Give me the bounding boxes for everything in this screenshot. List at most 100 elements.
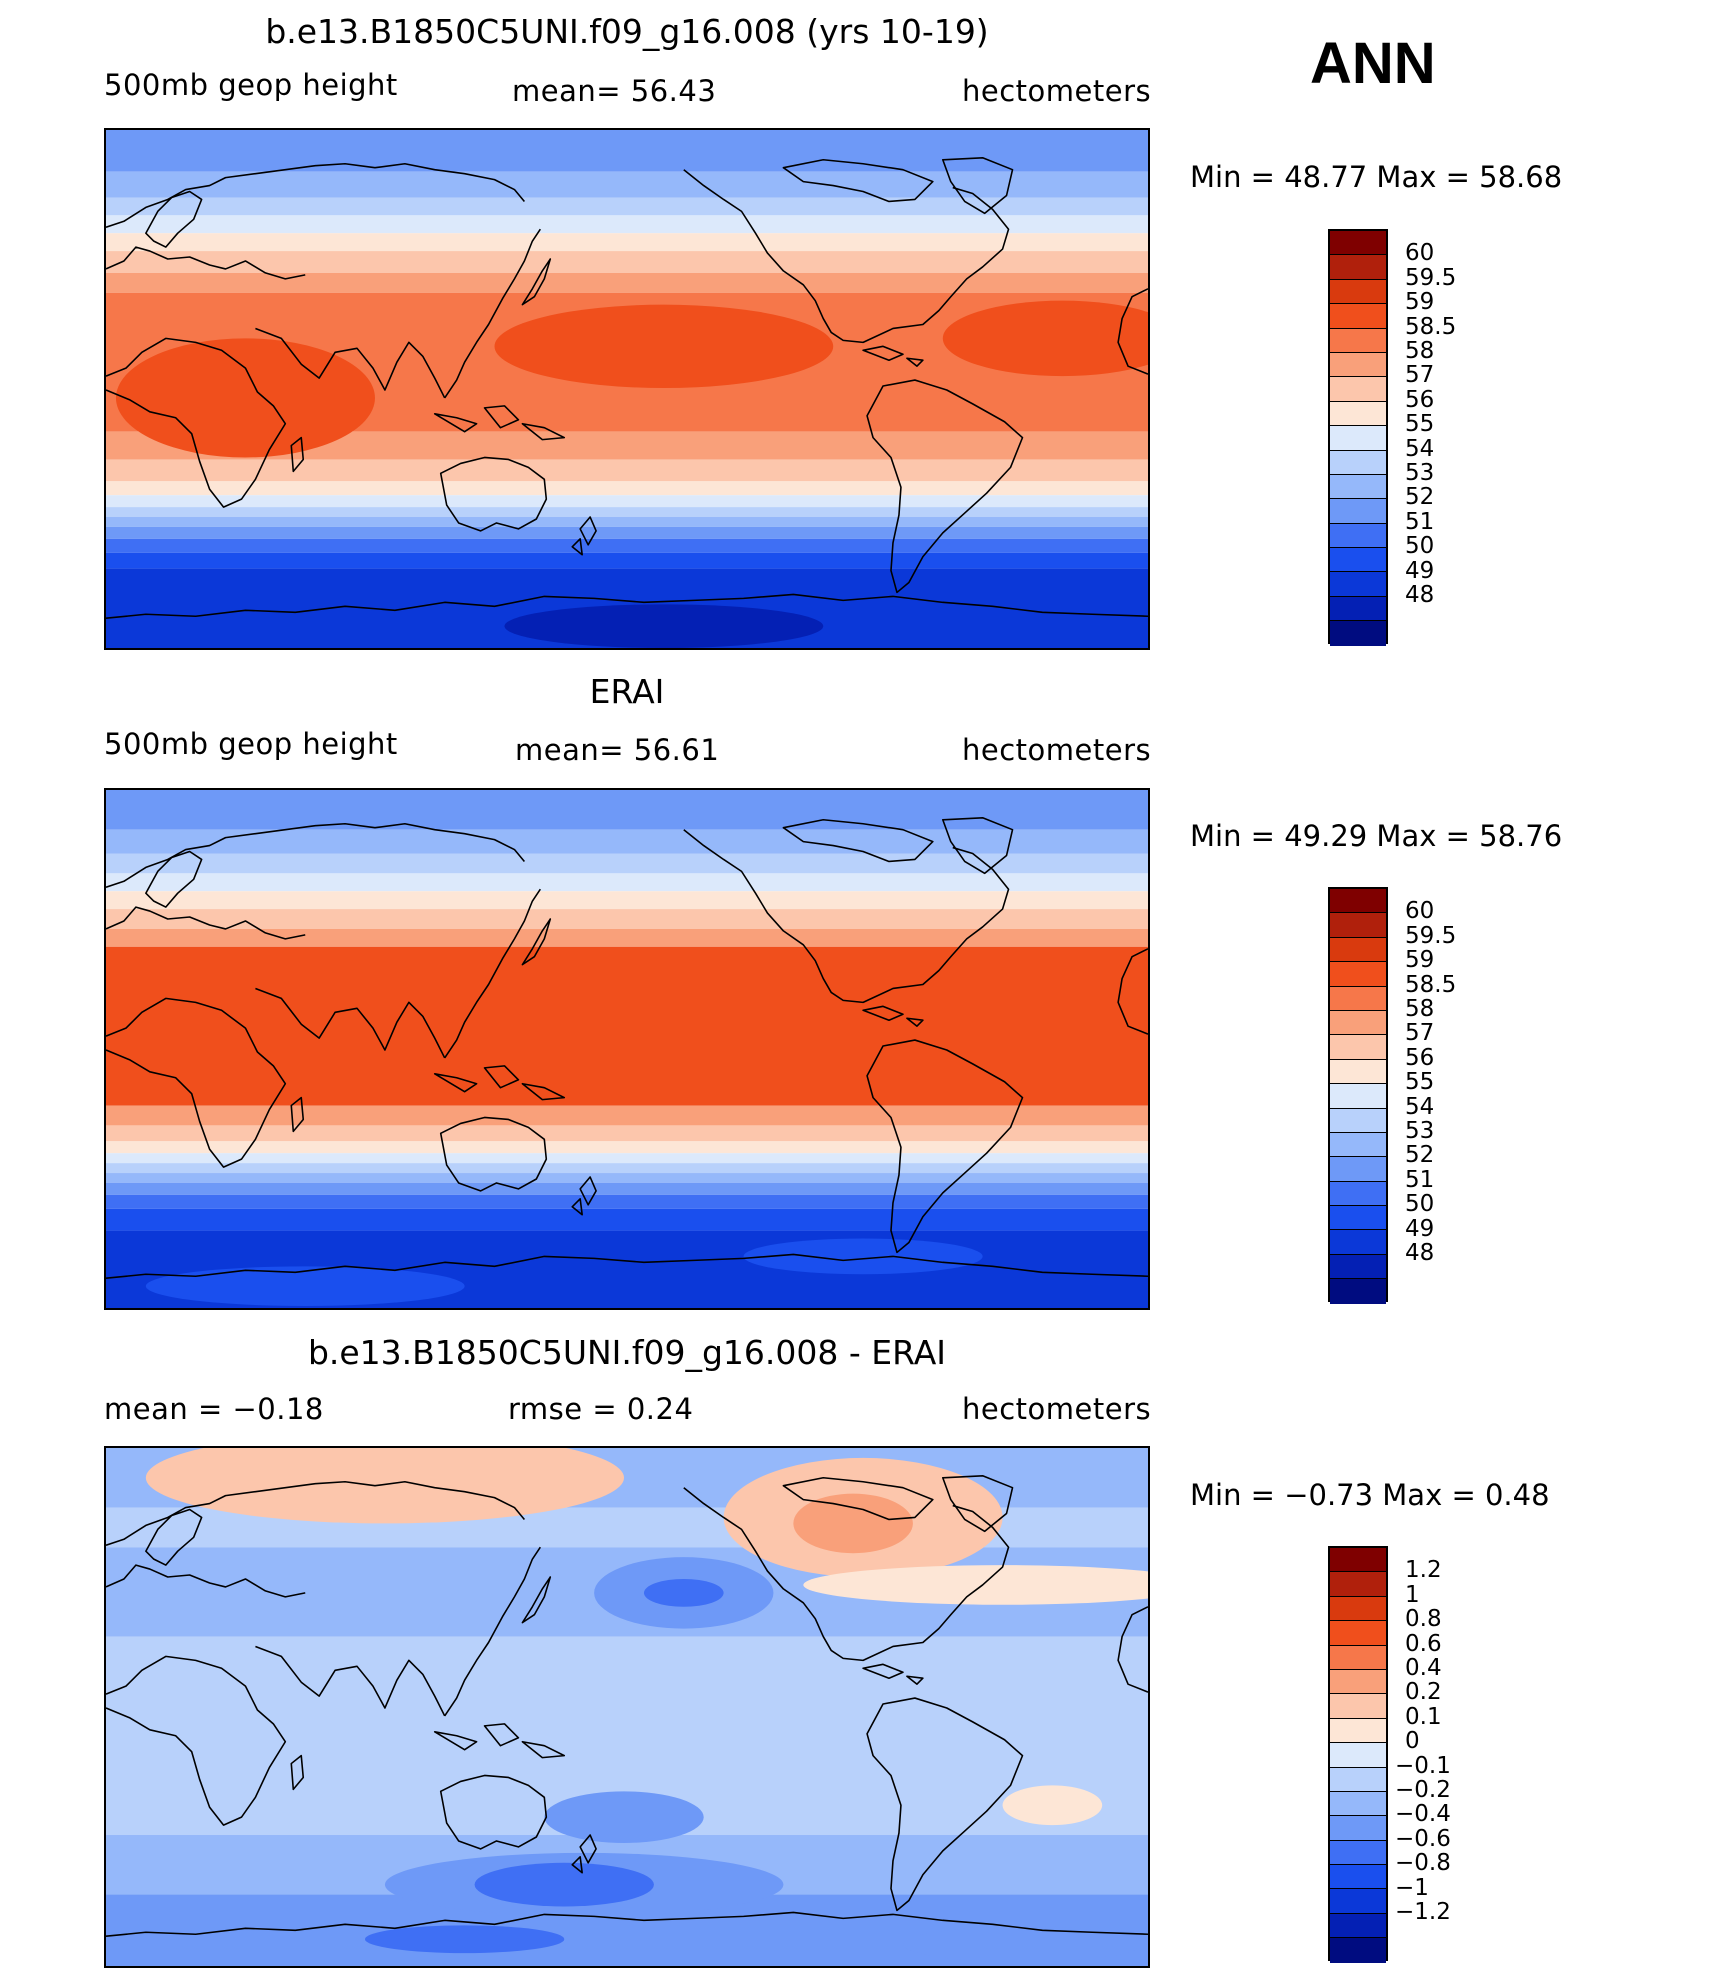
colorbar-swatch: [1330, 962, 1386, 987]
panel2-colorbar: [1328, 887, 1388, 1304]
colorbar-tick-label: −0.4: [1395, 1801, 1451, 1828]
colorbar-swatch: [1330, 304, 1386, 329]
colorbar-tick-label: −0.8: [1395, 1850, 1451, 1877]
colorbar-swatch: [1330, 1621, 1386, 1646]
coastline: [145, 850, 203, 908]
colorbar-swatch: [1330, 1548, 1386, 1573]
colorbar-swatch: [1330, 1669, 1386, 1695]
panel3-minmax: Min = −0.73 Max = 0.48: [1190, 1478, 1550, 1512]
colorbar-swatch: [1330, 889, 1386, 914]
panel2-map: [104, 788, 1150, 1310]
panel2-field-label: 500mb geop height: [104, 727, 398, 761]
coastline: [571, 1834, 597, 1874]
colorbar-swatch: [1330, 328, 1386, 353]
coastline: [439, 1116, 548, 1192]
colorbar-swatch: [1330, 548, 1386, 573]
coastline: [106, 1655, 287, 1826]
panel3-title: b.e13.B1850C5UNI.f09_g16.008 - ERAI: [307, 1333, 947, 1372]
colorbar-swatch: [1330, 1596, 1386, 1622]
colorbar-tick-label: 0.8: [1405, 1606, 1442, 1633]
colorbar-tick-label: 0.2: [1405, 1679, 1442, 1706]
panel2-units: hectometers: [962, 733, 1152, 767]
coastline: [439, 1774, 548, 1850]
coastline: [1117, 948, 1148, 1035]
colorbar-swatch: [1330, 1132, 1386, 1158]
colorbar-tick-label: 1: [1405, 1581, 1420, 1608]
colorbar-tick-label: 1.2: [1405, 1557, 1442, 1584]
colorbar-swatch: [1330, 1108, 1386, 1133]
colorbar-tick-label: 0.4: [1405, 1655, 1442, 1681]
colorbar-tick-label: 0: [1405, 1728, 1420, 1755]
colorbar-tick-label: 59.5: [1405, 264, 1457, 291]
panel3-rmse: rmse = 0.24: [508, 1392, 694, 1426]
colorbar-swatch: [1330, 937, 1386, 963]
coastline: [866, 379, 1024, 594]
colorbar-tick-label: −0.1: [1395, 1752, 1451, 1779]
panel1-field-label: 500mb geop height: [104, 68, 398, 102]
colorbar-tick-label: −1: [1395, 1874, 1429, 1901]
colorbar-tick-label: 60: [1405, 240, 1435, 267]
coastline: [521, 258, 552, 306]
colorbar-tick-label: 49: [1405, 1215, 1435, 1242]
colorbar-swatch: [1330, 1157, 1386, 1182]
coastline: [866, 1039, 1024, 1254]
colorbar-swatch: [1330, 1718, 1386, 1744]
colorbar-tick-label: 48: [1405, 582, 1435, 608]
panel2-mean: mean= 56.61: [515, 733, 720, 767]
colorbar-tick-label: 60: [1405, 898, 1435, 925]
coastline: [521, 1576, 552, 1624]
coastline: [782, 816, 1014, 875]
colorbar-tick-label: 58.5: [1405, 971, 1457, 998]
colorbar-swatch: [1330, 1767, 1386, 1792]
colorbar-tick-label: 52: [1405, 1142, 1435, 1169]
colorbar-swatch: [1330, 1694, 1386, 1719]
panel2-title: ERAI: [589, 672, 665, 711]
colorbar-swatch: [1330, 1181, 1386, 1207]
colorbar-tick-label: 58.5: [1405, 313, 1457, 340]
coastline: [290, 1754, 305, 1791]
panel1-title: b.e13.B1850C5UNI.f09_g16.008 (yrs 10-19): [265, 12, 989, 51]
coastline: [145, 1508, 203, 1566]
colorbar-tick-label: 0.1: [1405, 1703, 1442, 1730]
coastline: [106, 1911, 1148, 1938]
colorbar-swatch: [1330, 1816, 1386, 1841]
colorbar-swatch: [1330, 352, 1386, 378]
colorbar-tick-label: 58: [1405, 996, 1435, 1022]
colorbar-swatch: [1330, 279, 1386, 305]
colorbar-swatch: [1330, 986, 1386, 1011]
colorbar-swatch: [1330, 523, 1386, 549]
coastline: [290, 1096, 305, 1133]
panel3-mean: mean = −0.18: [104, 1392, 324, 1426]
coastline: [255, 327, 446, 399]
panel1-map: [104, 128, 1150, 650]
coastline: [571, 516, 597, 556]
panel3-map: [104, 1446, 1150, 1968]
panel1-colorbar: [1328, 229, 1388, 646]
colorbar-tick-label: 51: [1405, 1166, 1435, 1193]
colorbar-tick-label: 55: [1405, 1069, 1435, 1096]
colorbar-swatch: [1330, 1938, 1386, 1963]
colorbar-swatch: [1330, 596, 1386, 622]
colorbar-swatch: [1330, 1084, 1386, 1109]
colorbar-tick-label: 50: [1405, 533, 1435, 560]
colorbar-tick-label: 58: [1405, 338, 1435, 364]
colorbar-swatch: [1330, 1840, 1386, 1866]
panel1-minmax: Min = 48.77 Max = 58.68: [1190, 160, 1563, 194]
colorbar-swatch: [1330, 1791, 1386, 1817]
colorbar-tick-label: 54: [1405, 1093, 1435, 1120]
coastline: [862, 1663, 924, 1685]
coastline: [862, 1005, 924, 1027]
coastline: [782, 1474, 1014, 1533]
colorbar-swatch: [1330, 913, 1386, 938]
coastline: [571, 1176, 597, 1216]
panel1-mean: mean= 56.43: [512, 74, 717, 108]
coastline: [433, 1065, 566, 1101]
colorbar-tick-label: −0.6: [1395, 1825, 1451, 1852]
colorbar-swatch: [1330, 255, 1386, 280]
coastline: [106, 1480, 526, 1547]
colorbar-swatch: [1330, 499, 1386, 524]
colorbar-swatch: [1330, 1572, 1386, 1597]
colorbar-swatch: [1330, 231, 1386, 256]
panel3-colorbar: [1328, 1546, 1388, 1963]
panel3-units: hectometers: [962, 1392, 1152, 1426]
